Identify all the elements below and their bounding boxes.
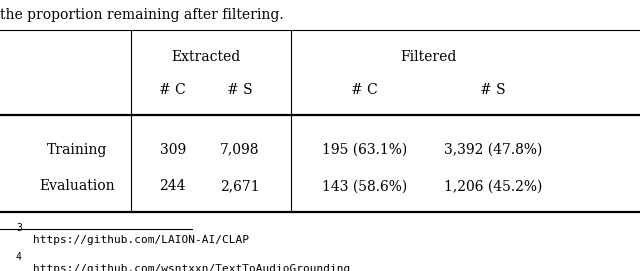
Text: Extracted: Extracted xyxy=(172,50,241,64)
Text: 143 (58.6%): 143 (58.6%) xyxy=(322,179,408,193)
Text: 4: 4 xyxy=(16,252,22,262)
Text: 3,392 (47.8%): 3,392 (47.8%) xyxy=(444,143,542,157)
Text: Training: Training xyxy=(47,143,107,157)
Text: the proportion remaining after filtering.: the proportion remaining after filtering… xyxy=(0,8,284,22)
Text: # S: # S xyxy=(227,83,253,97)
Text: # S: # S xyxy=(480,83,506,97)
Text: Evaluation: Evaluation xyxy=(39,179,115,193)
Text: 244: 244 xyxy=(159,179,186,193)
Text: 1,206 (45.2%): 1,206 (45.2%) xyxy=(444,179,542,193)
Text: 2,671: 2,671 xyxy=(220,179,260,193)
Text: https://github.com/wsntxxn/TextToAudioGrounding: https://github.com/wsntxxn/TextToAudioGr… xyxy=(33,264,351,271)
Text: Filtered: Filtered xyxy=(401,50,457,64)
Text: 195 (63.1%): 195 (63.1%) xyxy=(322,143,408,157)
Text: https://github.com/LAION-AI/CLAP: https://github.com/LAION-AI/CLAP xyxy=(33,234,250,244)
Text: # C: # C xyxy=(351,83,378,97)
Text: 309: 309 xyxy=(159,143,186,157)
Text: 3: 3 xyxy=(16,223,22,233)
Text: 7,098: 7,098 xyxy=(220,143,260,157)
Text: # C: # C xyxy=(159,83,186,97)
